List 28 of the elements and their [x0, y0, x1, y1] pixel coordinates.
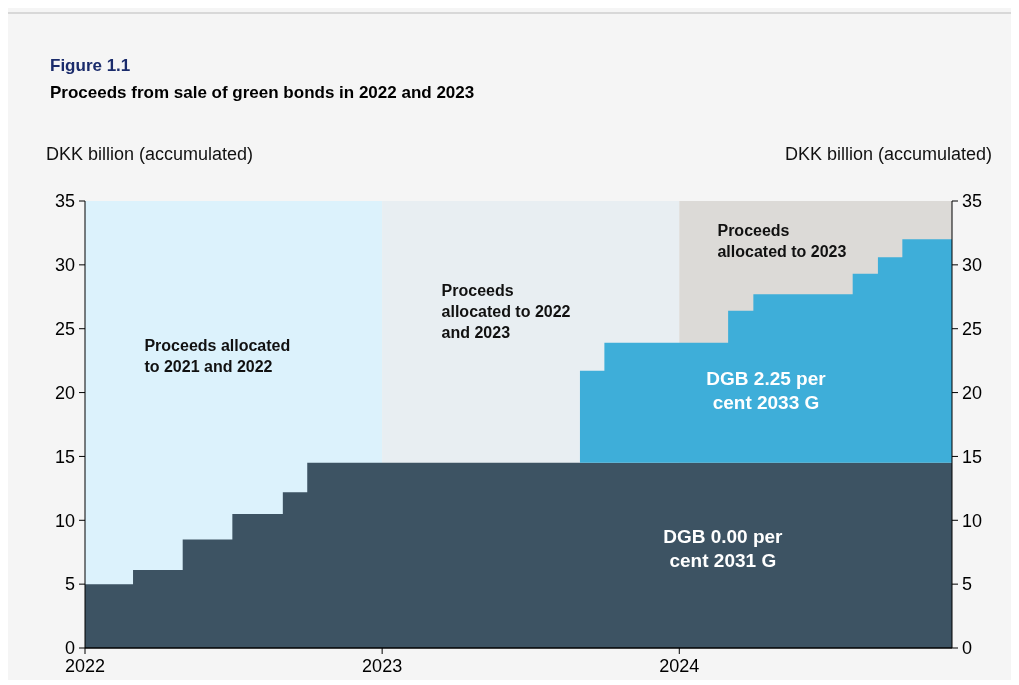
- series-label: DGB 0.00 per cent 2031 G: [663, 526, 784, 572]
- y2-tick-label: 10: [962, 510, 983, 531]
- y-tick-label: 5: [64, 574, 75, 595]
- y-tick-label: 20: [54, 382, 75, 403]
- y-axis-title: DKK billion (accumulated): [46, 144, 254, 164]
- x-tick-label: 2022: [64, 656, 106, 676]
- y2-axis-title: DKK billion (accumulated): [784, 144, 992, 164]
- series-label: DGB 2.25 per cent 2033 G: [706, 367, 827, 413]
- y-tick-label: 0: [64, 638, 75, 659]
- y-tick-label: 25: [54, 319, 75, 340]
- band-label: Proceeds allocated to 2021 and 2022: [144, 337, 291, 375]
- y2-tick-label: 5: [962, 574, 973, 595]
- y2-tick-label: 0: [962, 638, 973, 659]
- band-label: Proceeds allocated to 2022 and 2023: [441, 282, 571, 341]
- y2-tick-label: 25: [962, 319, 983, 340]
- y2-tick-label: 15: [962, 446, 983, 467]
- chart-subtitle: Proceeds from sale of green bonds in 2022 and 2023: [50, 83, 475, 102]
- y2-tick-label: 30: [962, 255, 983, 276]
- band-label: Proceeds allocated to 2023: [717, 222, 847, 260]
- x-tick-label: 2024: [659, 656, 700, 676]
- y-tick-label: 15: [54, 446, 75, 467]
- chart-title: Figure 1.1: [50, 56, 131, 75]
- y-tick-label: 35: [54, 191, 75, 212]
- x-tick-label: 2023: [362, 656, 403, 676]
- y2-tick-label: 20: [962, 382, 983, 403]
- y-tick-label: 30: [54, 255, 75, 276]
- y-tick-label: 10: [54, 510, 75, 531]
- y2-tick-label: 35: [962, 191, 983, 212]
